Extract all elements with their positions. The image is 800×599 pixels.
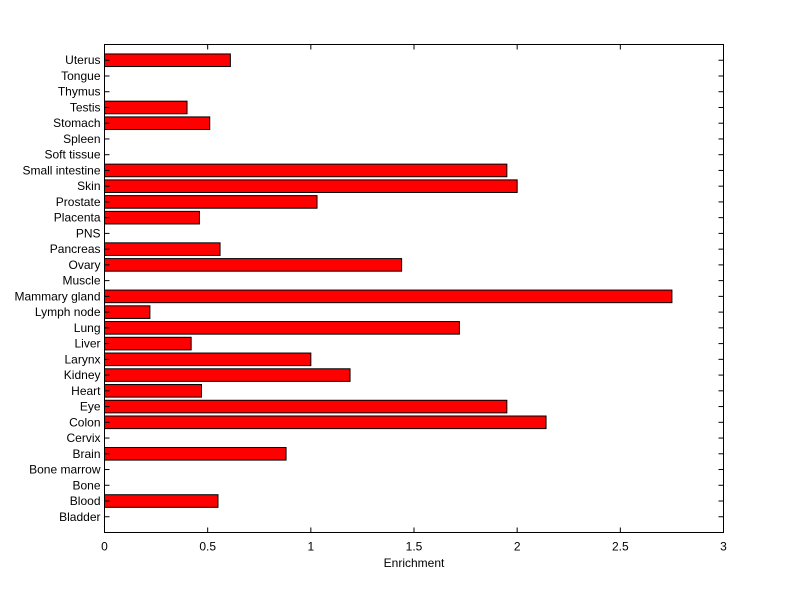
y-tick-label-stomach: Stomach (53, 116, 100, 130)
bar-testis (104, 100, 188, 115)
y-tick-label-pancreas: Pancreas (50, 242, 101, 256)
y-tick-label-colon: Colon (69, 415, 100, 429)
y-tick-label-bone: Bone (72, 478, 100, 492)
bar-colon (104, 415, 547, 430)
y-tick-label-testis: Testis (70, 100, 101, 114)
bar-stomach (104, 116, 211, 131)
y-tick-label-liver: Liver (74, 337, 100, 351)
y-tick-label-soft-tissue: Soft tissue (44, 148, 100, 162)
y-tick-label-brain: Brain (72, 447, 100, 461)
y-tick-label-uterus: Uterus (65, 53, 100, 67)
y-tick-label-eye: Eye (80, 400, 101, 414)
x-tick-label-1-5: 1.5 (406, 540, 423, 554)
y-tick-label-heart: Heart (71, 384, 101, 398)
y-tick-label-blood: Blood (70, 494, 101, 508)
x-tick-label-1: 1 (307, 540, 314, 554)
bar-heart (104, 384, 202, 398)
bar-blood (104, 494, 219, 508)
x-axis-label: Enrichment (384, 556, 445, 570)
bar-kidney (104, 368, 351, 382)
y-tick-label-thymus: Thymus (58, 85, 101, 99)
y-tick-label-prostate: Prostate (56, 195, 101, 209)
bar-mammary-gland (104, 289, 673, 304)
bar-prostate (104, 195, 318, 209)
y-tick-label-small-intestine: Small intestine (22, 163, 100, 177)
x-tick-label-2-5: 2.5 (612, 540, 629, 554)
y-tick-label-pns: PNS (76, 226, 101, 240)
y-tick-label-kidney: Kidney (64, 368, 101, 382)
x-tick-label-0-5: 0.5 (199, 540, 216, 554)
bar-larynx (104, 352, 312, 367)
x-axis-ticks: 0 0.5 1 1.5 2 2.5 3 (101, 44, 727, 554)
bar-skin (104, 179, 518, 193)
y-tick-label-spleen: Spleen (63, 132, 100, 146)
y-tick-label-placenta: Placenta (54, 211, 101, 225)
bar-ovary (104, 258, 403, 272)
y-tick-label-ovary: Ovary (68, 258, 100, 272)
y-tick-label-bladder: Bladder (59, 510, 100, 524)
y-tick-label-cervix: Cervix (66, 431, 100, 445)
x-tick-label-2: 2 (514, 540, 521, 554)
bar-uterus (104, 53, 231, 68)
y-tick-label-lymph-node: Lymph node (35, 305, 101, 319)
x-tick-label-0: 0 (101, 540, 108, 554)
bar-eye (104, 399, 508, 414)
bar-lymph-node (104, 305, 151, 319)
bar-liver (104, 336, 192, 351)
y-tick-label-muscle: Muscle (62, 274, 100, 288)
y-tick-label-mammary-gland: Mammary gland (14, 289, 100, 303)
bar-small-intestine (104, 163, 508, 178)
bar-pancreas (104, 242, 221, 256)
bar-lung (104, 321, 460, 335)
y-tick-label-larynx: Larynx (64, 352, 100, 366)
y-tick-label-bone-marrow: Bone marrow (29, 463, 101, 477)
y-tick-label-skin: Skin (77, 179, 100, 193)
plot-frame (104, 44, 724, 533)
bar-placenta (104, 210, 200, 225)
y-tick-label-tongue: Tongue (61, 69, 101, 83)
bar-brain (104, 446, 287, 461)
x-tick-label-3: 3 (720, 540, 727, 554)
y-tick-label-lung: Lung (74, 321, 101, 335)
